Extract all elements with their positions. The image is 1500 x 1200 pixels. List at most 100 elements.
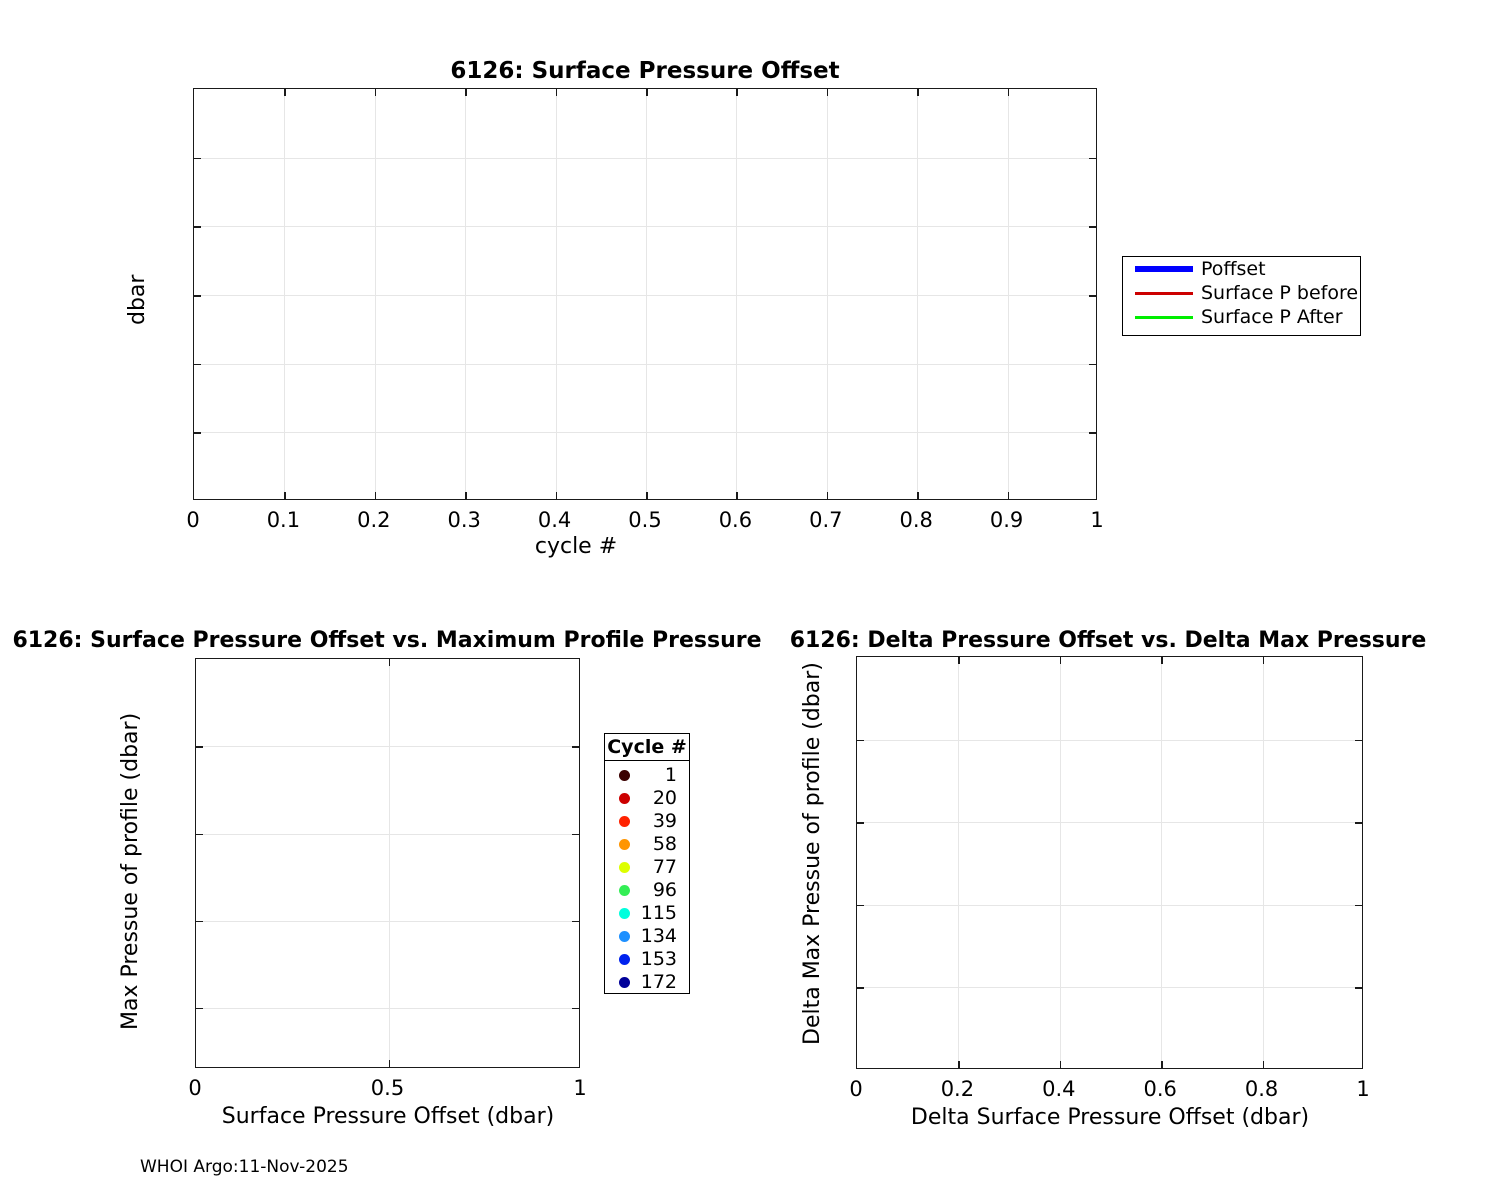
cycle-legend-item[interactable]: 172 [605,971,689,994]
br-xtick-label-0.6: 0.6 [1143,1077,1177,1101]
gridline-x-0.2 [958,657,960,1068]
gridline-y-0 [194,432,1096,434]
br-xaxis-label: Delta Surface Pressure Offset (dbar) [910,1105,1310,1130]
cycle-legend-item[interactable]: 96 [605,879,689,902]
cycle-legend-item[interactable]: 58 [605,833,689,856]
gridline-x-0.6 [1161,657,1163,1068]
cycle-legend-label: 153 [640,948,677,970]
ytick-r-500 [572,746,579,748]
gridline-y-500 [196,746,579,748]
ytick-r-0.6 [1089,226,1096,228]
cycle-legend-item[interactable]: 20 [605,787,689,810]
cycle-legend-label: 1 [664,764,677,786]
gridline-x-0.5 [388,659,390,1067]
bottom-right-plot-title: 6126: Delta Pressure Offset vs. Delta Ma… [789,628,1427,653]
cycle-legend-label: 115 [640,902,677,924]
gridline-x-0.2 [374,89,376,499]
ytick-r-0.6 [1355,822,1362,824]
cycle-legend-label: 134 [640,925,677,947]
gridline-y-0.8 [194,157,1096,159]
br-yaxis-label: Delta Max Pressue of profile (dbar) [800,662,825,1045]
bottom-right-plot-axes [856,656,1363,1069]
ytick-1000 [196,833,203,836]
ytick-r-2000 [572,1007,579,1010]
cycle-legend-item[interactable]: 134 [605,925,689,948]
cycle-legend-item[interactable]: 115 [605,902,689,925]
legend-line-swatch-poffset [1135,266,1193,272]
xtick-0.1 [284,492,286,499]
top-plot-axes [193,88,1097,500]
ytick-0.6 [857,822,864,824]
ytick-r-0.8 [1089,157,1096,160]
gridline-x-0.8 [1262,657,1264,1068]
legend-item-surface-p-after[interactable]: Surface P After [1123,305,1360,329]
ytick-r-0.2 [1355,987,1362,989]
cycle-legend-label: 77 [652,856,677,878]
xtick-0.3 [465,492,467,499]
ytick-0.4 [194,295,201,297]
cycle-color-dot-icon [619,770,630,781]
br-xtick-label-0: 0 [849,1077,863,1101]
top-xtick-label-0.3: 0.3 [447,508,481,532]
top-yaxis-label: dbar [125,274,150,325]
top-xaxis-label: cycle # [534,534,618,559]
cycle-legend-label: 96 [652,879,677,901]
cycle-legend-title: Cycle # [605,734,689,761]
bl-xaxis-label: Surface Pressure Offset (dbar) [221,1104,555,1129]
cycle-color-dot-icon [619,977,630,988]
xtick-t-0.8 [1262,657,1265,664]
legend-item-poffset[interactable]: Poffset [1123,257,1360,281]
top-xtick-label-0.2: 0.2 [357,508,391,532]
cycle-legend-label: 58 [652,833,677,855]
bottom-left-plot-axes [195,658,580,1068]
br-xtick-label-1: 1 [1356,1077,1370,1101]
cycle-color-dot-icon [619,816,630,827]
ytick-0.8 [194,157,201,160]
xtick-t-0.8 [917,89,919,96]
bl-xtick-label-1: 1 [573,1076,587,1100]
gridline-y-1500 [196,920,579,922]
line-legend: Poffset Surface P before Surface P After [1122,256,1361,336]
br-xtick-label-0.2: 0.2 [940,1077,975,1101]
bottom-left-plot-title: 6126: Surface Pressure Offset vs. Maximu… [12,628,762,653]
xtick-t-0.3 [465,89,467,96]
legend-item-surface-p-before[interactable]: Surface P before [1123,281,1360,305]
gridline-y-0.4 [857,904,1362,906]
top-xtick-label-0.1: 0.1 [266,508,301,532]
br-xtick-label-0.8: 0.8 [1244,1077,1279,1101]
cycle-color-dot-icon [619,793,630,804]
top-xtick-label-0.4: 0.4 [537,508,572,532]
ytick-1500 [196,920,203,923]
ytick-2000 [196,1007,203,1010]
xtick-t-0.4 [1059,657,1062,664]
cycle-color-dot-icon [619,954,630,965]
gridline-y-0.2 [857,987,1362,989]
gridline-x-0.3 [465,89,467,499]
top-plot-title: 6126: Surface Pressure Offset [450,58,840,84]
legend-line-swatch-surface-p-before [1135,291,1193,295]
cycle-legend-item[interactable]: 153 [605,948,689,971]
xtick-t-0.2 [958,657,960,664]
gridline-x-0.5 [646,89,647,499]
bl-xtick-label-0.5: 0.5 [370,1076,405,1100]
gridline-y-0.8 [857,739,1362,741]
top-xtick-label-0.5: 0.5 [628,508,662,532]
figure-footer: WHOI Argo:11-Nov-2025 [140,1157,349,1177]
ytick-r-1500 [572,920,579,923]
cycle-legend-item[interactable]: 1 [605,764,689,787]
gridline-y-2000 [196,1007,579,1009]
xtick-0.9 [1007,492,1010,499]
xtick-t-0.7 [826,89,829,96]
ytick-0.4 [857,904,864,907]
ytick-500 [196,746,203,748]
ytick-0.6 [194,226,201,228]
gridline-x-0.9 [1007,89,1009,499]
xtick-0.5 [646,492,648,499]
cycle-color-dot-icon [619,839,630,850]
cycle-legend-item[interactable]: 39 [605,810,689,833]
xtick-0.4 [1059,1061,1062,1068]
bl-xtick-label-0: 0 [188,1076,202,1100]
top-xtick-label-0.6: 0.6 [718,508,753,532]
cycle-legend-item[interactable]: 77 [605,856,689,879]
ytick-r-0 [1089,432,1096,434]
